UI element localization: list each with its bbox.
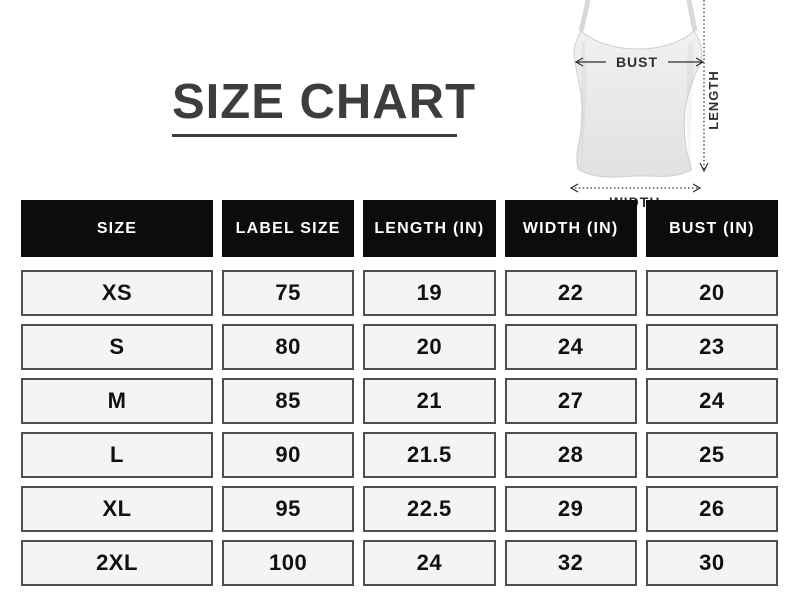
value-cell: 30 [645,540,778,586]
value-cell: 28 [504,432,637,478]
size-cell: XS [21,270,213,316]
garment-diagram: BUST LENGTH WIDTH [540,0,800,212]
length-label: LENGTH [706,70,721,129]
value-cell: 90 [222,432,355,478]
value-cell: 25 [645,432,778,478]
page-title: SIZE CHART [172,75,476,129]
value-cell: 19 [363,270,496,316]
value-cell: 20 [645,270,778,316]
width-measure [569,183,702,193]
camisole-illustration: BUST LENGTH WIDTH [569,0,721,210]
camisole-body [573,30,703,178]
size-cell: S [21,324,213,370]
title-block: SIZE CHART [172,74,476,138]
right-strap [686,0,698,32]
size-cell: 2XL [21,540,213,586]
value-cell: 85 [222,378,355,424]
shading [686,40,694,165]
size-cell: M [21,378,213,424]
bust-measure [574,57,705,67]
value-cell: 29 [504,486,637,532]
value-cell: 27 [504,378,637,424]
bust-label: BUST [616,54,658,70]
value-cell: 23 [645,324,778,370]
size-table-body: XS 75 19 22 20 S 80 20 24 23 M 85 21 27 24 L 90 21.5 28 25 X… [21,270,778,586]
value-cell: 21 [363,378,496,424]
value-cell: 75 [222,270,355,316]
size-cell: XL [21,486,213,532]
value-cell: 22.5 [363,486,496,532]
column-header: LABEL SIZE [222,200,355,257]
column-header: BUST (IN) [645,200,778,257]
shading [580,40,586,165]
value-cell: 24 [645,378,778,424]
value-cell: 80 [222,324,355,370]
value-cell: 32 [504,540,637,586]
column-header: SIZE [21,200,213,257]
column-header: LENGTH (IN) [363,200,496,257]
value-cell: 26 [645,486,778,532]
size-table-header: SIZE LABEL SIZE LENGTH (IN) WIDTH (IN) BUST … [21,200,778,257]
value-cell: 95 [222,486,355,532]
title-underline [172,134,457,138]
column-header: WIDTH (IN) [504,200,637,257]
value-cell: 21.5 [363,432,496,478]
value-cell: 22 [504,270,637,316]
value-cell: 100 [222,540,355,586]
size-cell: L [21,432,213,478]
value-cell: 20 [363,324,496,370]
length-measure [699,0,709,173]
value-cell: 24 [504,324,637,370]
value-cell: 24 [363,540,496,586]
left-strap [578,0,591,32]
size-table: SIZE LABEL SIZE LENGTH (IN) WIDTH (IN) BUST … [21,200,778,586]
